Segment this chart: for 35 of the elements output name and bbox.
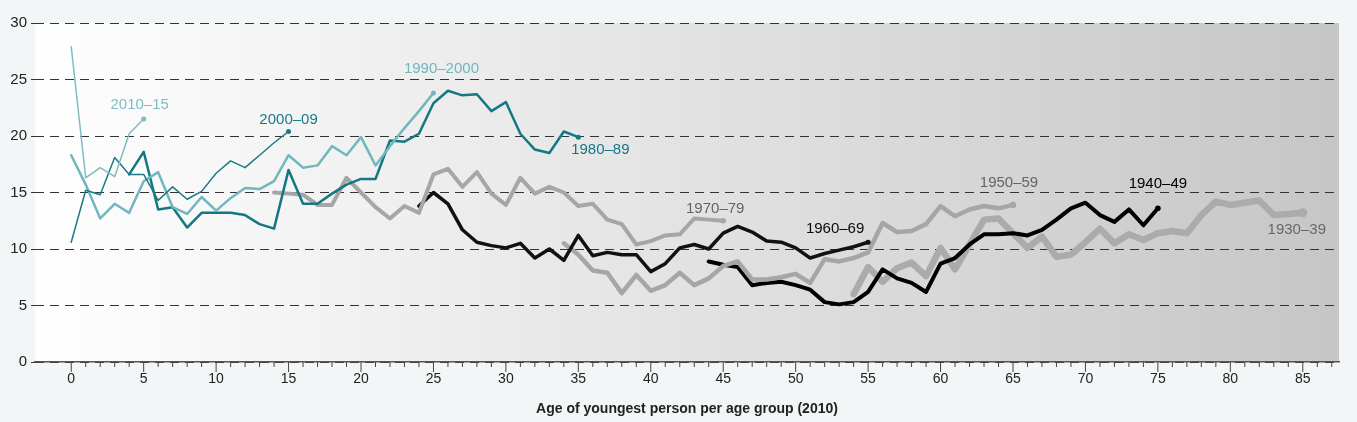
x-tick-label: 55 [860, 370, 877, 387]
x-tick-label: 80 [1222, 370, 1239, 387]
y-tick-label: 20 [10, 126, 27, 144]
x-tick-label: 40 [642, 370, 659, 387]
x-tick-label: 45 [715, 370, 732, 387]
series-label: 1990–2000 [403, 59, 479, 77]
x-tick-label: 15 [280, 370, 297, 387]
x-axis-title: Age of youngest person per age group (2010) [536, 400, 838, 417]
x-tick-label: 30 [498, 370, 514, 387]
y-tick-label: 25 [10, 69, 27, 87]
x-tick-label: 35 [570, 370, 587, 387]
x-tick-label: 60 [932, 370, 949, 387]
y-tick-label: 15 [10, 182, 27, 200]
series-label: 1980–89 [571, 140, 630, 158]
x-tick-label: 70 [1077, 370, 1094, 387]
series-label: 1940–49 [1128, 174, 1188, 192]
x-tick-label: 5 [139, 370, 148, 387]
x-tick-label: 85 [1294, 370, 1311, 387]
y-tick-label: 5 [18, 295, 27, 313]
x-tick-label: 20 [353, 370, 369, 387]
x-tick-label: 75 [1150, 370, 1166, 387]
x-tick-label: 50 [787, 370, 804, 387]
y-tick-label: 10 [10, 239, 27, 257]
x-tick-label: 0 [67, 370, 76, 387]
y-tick-label: 0 [18, 352, 27, 370]
series-label: 1950–59 [979, 173, 1039, 191]
series-label: 1930–39 [1267, 219, 1326, 237]
series-label: 1970–79 [686, 198, 745, 216]
x-tick-label: 10 [208, 370, 225, 387]
series-label: 1960–69 [805, 219, 865, 237]
y-tick-label: 30 [10, 13, 27, 31]
series-label: 2000–09 [259, 109, 318, 127]
x-tick-label: 65 [1005, 370, 1021, 387]
x-tick-label: 25 [425, 370, 442, 387]
series-label: 2010–15 [110, 95, 169, 113]
